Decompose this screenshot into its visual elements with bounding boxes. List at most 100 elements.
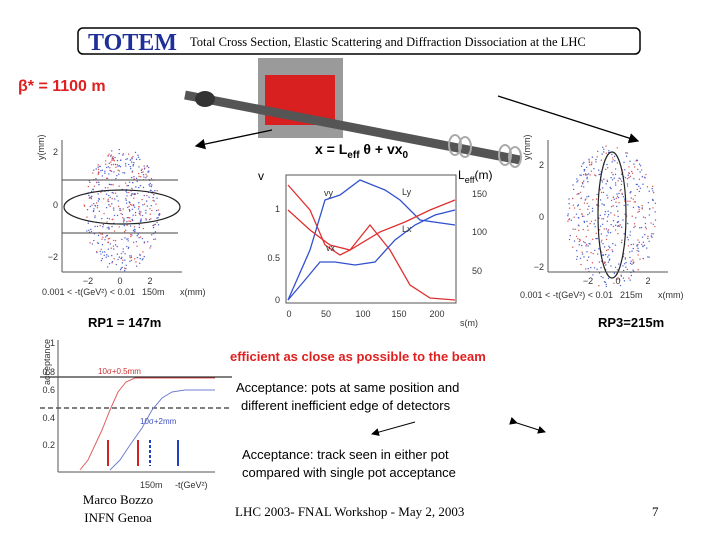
hit-dot — [600, 267, 602, 269]
hit-dot — [616, 147, 619, 149]
hit-dot — [138, 236, 140, 239]
hit-dot — [591, 210, 594, 212]
hit-dot — [618, 225, 620, 228]
hit-dot — [593, 223, 595, 225]
optics-curve — [287, 199, 456, 251]
hit-dot — [143, 255, 145, 258]
hit-dot — [150, 177, 153, 180]
hit-dot — [138, 202, 140, 204]
hit-dot — [597, 169, 600, 171]
hit-dot — [637, 247, 639, 250]
hit-dot — [609, 231, 612, 234]
hit-dot — [140, 218, 142, 220]
hit-dot — [126, 224, 128, 226]
hit-dot — [93, 239, 95, 242]
hit-dot — [150, 204, 152, 207]
hit-dot — [116, 174, 118, 177]
hit-dot — [137, 233, 139, 235]
hit-dot — [616, 195, 619, 198]
hit-dot — [629, 279, 631, 281]
optics-curve — [287, 184, 456, 301]
hit-dot — [613, 177, 616, 179]
hit-dot — [101, 218, 103, 220]
hit-dot — [134, 214, 137, 216]
hit-dot — [597, 150, 599, 153]
hit-dot — [148, 218, 151, 221]
hit-dot — [141, 198, 143, 201]
plot-frame — [285, 174, 457, 304]
hit-dot — [139, 257, 141, 260]
hit-dot — [626, 183, 629, 185]
hit-dot — [101, 257, 104, 260]
hit-dot — [605, 285, 607, 288]
hit-dot — [123, 269, 126, 272]
hit-dot — [102, 226, 104, 228]
hit-dot — [579, 191, 582, 193]
tick-label: 150 — [391, 309, 406, 319]
hit-dot — [142, 227, 145, 230]
hit-dot — [107, 255, 110, 257]
hit-dot — [112, 156, 114, 158]
hit-dot — [625, 261, 627, 264]
hit-dot — [134, 192, 136, 195]
hit-dot — [607, 230, 609, 232]
hit-dot — [129, 217, 131, 219]
hit-dot — [91, 204, 93, 206]
hit-dot — [652, 223, 654, 225]
hit-dot — [567, 213, 569, 215]
hit-dot — [105, 160, 107, 162]
hit-dot — [114, 198, 116, 200]
axis-label: Leff(m) — [458, 168, 493, 185]
hit-dot — [111, 261, 114, 263]
hit-dot — [97, 164, 99, 166]
hit-dot — [652, 192, 655, 194]
hit-dot — [604, 168, 607, 171]
hit-dot — [581, 213, 583, 215]
hit-dot — [137, 154, 139, 156]
hit-dot — [150, 185, 153, 188]
arrow — [371, 421, 416, 436]
hit-dot — [101, 233, 104, 235]
hit-dot — [572, 246, 574, 248]
hit-dot — [105, 206, 108, 209]
hit-dot — [110, 154, 112, 156]
hit-dot — [112, 207, 115, 209]
hit-dot — [104, 172, 106, 174]
hit-dot — [145, 200, 148, 202]
hit-dot — [122, 251, 124, 253]
hit-dot — [112, 157, 114, 160]
hit-dot — [103, 212, 105, 215]
hit-dot — [580, 165, 583, 168]
hit-dot — [651, 185, 654, 188]
tick-label: −2 — [583, 276, 593, 286]
hit-dot — [578, 229, 580, 232]
formula: x = Leff θ + vx0 — [315, 141, 409, 161]
hit-dot — [587, 195, 590, 198]
hit-dot — [100, 191, 102, 193]
hit-dot — [629, 160, 631, 162]
hit-dot — [126, 245, 128, 248]
hit-dot — [622, 265, 624, 267]
hit-dot — [573, 207, 576, 209]
hit-dot — [101, 244, 104, 246]
hit-dot — [103, 254, 105, 256]
hit-dot — [146, 194, 148, 197]
hit-dot — [652, 233, 655, 235]
hit-dot — [627, 245, 630, 247]
label-part: (m) — [475, 168, 493, 182]
hit-dot — [595, 232, 597, 235]
hit-dot — [101, 169, 104, 171]
hit-dot — [88, 229, 90, 231]
hit-dot — [583, 170, 586, 172]
hit-dot — [125, 229, 127, 231]
tick-label: 1 — [275, 204, 280, 214]
hit-dot — [610, 223, 612, 226]
hit-dot — [150, 245, 152, 247]
hit-dot — [607, 167, 609, 169]
hit-dot — [142, 204, 144, 206]
hit-dot — [591, 156, 594, 158]
hit-dot — [117, 258, 119, 261]
hit-dot — [127, 184, 130, 187]
hit-dot — [137, 192, 139, 195]
hit-dot — [123, 172, 126, 174]
